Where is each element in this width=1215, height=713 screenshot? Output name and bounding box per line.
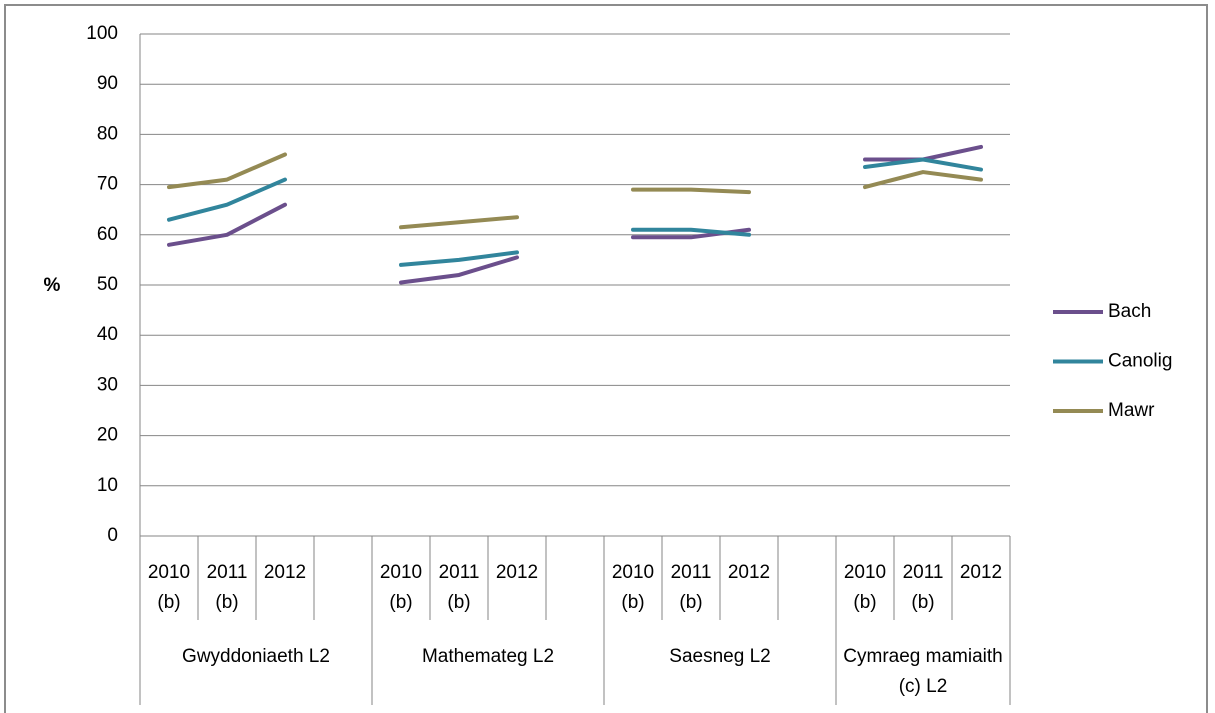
legend-label: Canolig — [1108, 351, 1172, 372]
y-tick-label: 0 — [107, 525, 118, 546]
y-axis-label: % — [44, 275, 61, 296]
series-line — [167, 144, 983, 285]
x-tick-label: 2012 — [495, 562, 539, 583]
y-tick-label: 70 — [97, 174, 118, 195]
y-tick-label: 60 — [97, 224, 118, 245]
y-tick-label: 10 — [97, 475, 118, 496]
y-tick-label: 80 — [97, 123, 118, 144]
series-line — [167, 152, 983, 230]
y-tick-label: 100 — [86, 23, 118, 44]
chart-border — [4, 4, 1208, 713]
group-label: Saesneg L2 — [669, 646, 771, 667]
x-tick-label: 2010 (b) — [611, 562, 655, 613]
x-tick-label: 2012 — [959, 562, 1003, 583]
x-tick-label: 2010 (b) — [379, 562, 423, 613]
legend-label: Mawr — [1108, 400, 1155, 421]
x-tick-label: 2012 — [727, 562, 771, 583]
x-tick-label: 2011 (b) — [902, 562, 944, 613]
legend-label: Bach — [1108, 301, 1151, 322]
x-tick-label: 2011 (b) — [206, 562, 248, 613]
y-tick-label: 90 — [97, 73, 118, 94]
y-tick-label: 40 — [97, 324, 118, 345]
x-tick-label: 2012 — [263, 562, 307, 583]
group-label: Gwyddoniaeth L2 — [182, 646, 330, 667]
y-tick-label: 30 — [97, 374, 118, 395]
x-tick-label: 2010 (b) — [843, 562, 887, 613]
x-tick-label: 2010 (b) — [147, 562, 191, 613]
y-tick-label: 50 — [97, 274, 118, 295]
group-label: Cymraeg mamiaith (c) L2 — [843, 646, 1003, 697]
x-tick-label: 2011 (b) — [670, 562, 712, 613]
group-label: Mathemateg L2 — [421, 646, 555, 667]
y-tick-label: 20 — [97, 425, 118, 446]
series-line — [167, 157, 983, 267]
x-tick-label: 2011 (b) — [438, 562, 480, 613]
